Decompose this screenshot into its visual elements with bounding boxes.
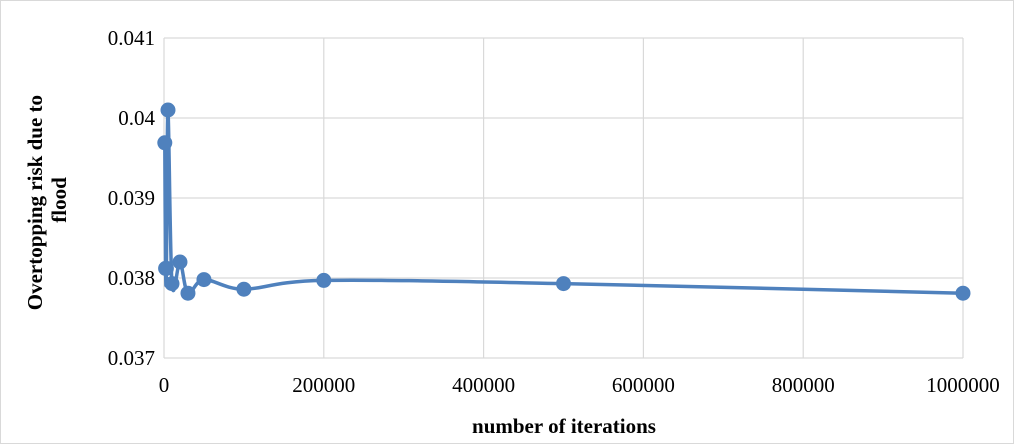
grid-lines [163,37,964,359]
y-tick-label: 0.04 [118,106,155,130]
y-axis-title-line-1: Overtopping risk due to [23,95,47,310]
x-tick-label: 200000 [292,373,355,397]
y-axis-ticks: 0.037 0.038 0.039 0.04 0.041 [108,26,156,370]
x-tick-label: 800000 [772,373,835,397]
data-point [158,260,174,276]
data-point [157,135,173,151]
data-point [164,276,180,292]
series-line [163,108,965,296]
x-axis-title: number of iterations [472,414,656,438]
series-points [157,102,971,301]
y-tick-label: 0.039 [108,186,155,210]
x-tick-label: 1000000 [926,373,1000,397]
y-axis-title-line-2: flood [47,177,71,223]
data-point [196,272,212,288]
x-axis-ticks: 0 200000 400000 600000 800000 1000000 [159,373,1000,397]
data-point [236,281,252,297]
x-tick-label: 0 [159,373,170,397]
x-tick-label: 400000 [452,373,515,397]
data-point [180,285,196,301]
y-tick-label: 0.041 [108,26,155,50]
y-tick-label: 0.038 [108,266,155,290]
x-tick-label: 600000 [612,373,675,397]
data-point [172,254,188,270]
y-axis-title: Overtopping risk due to flood [23,90,71,311]
y-tick-label: 0.037 [108,346,155,370]
data-point [955,285,971,301]
data-point [316,272,332,288]
data-point [160,102,176,118]
data-point [556,276,571,292]
